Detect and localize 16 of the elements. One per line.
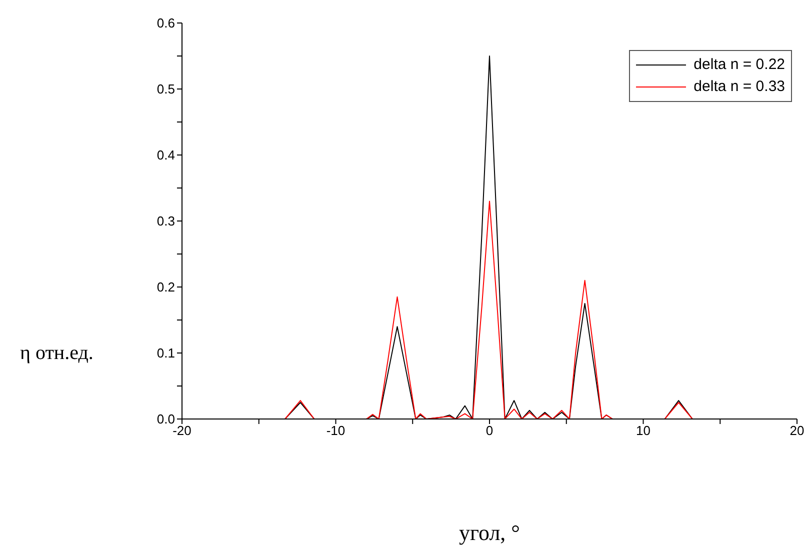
y-tick-label: 0.2 [156,280,175,295]
legend-label: delta n = 0.33 [694,77,785,97]
y-tick-label: 0.0 [156,412,175,427]
x-tick-label: -20 [172,423,192,438]
y-tick-label: 0.3 [156,214,175,229]
y-tick-label: 0.6 [156,16,175,31]
legend-label: delta n = 0.22 [694,55,785,75]
y-tick-label: 0.1 [156,346,175,361]
x-tick-label: 0 [486,423,494,438]
x-tick-label: -10 [326,423,346,438]
x-tick-label: 20 [790,423,804,438]
y-axis-title: η отн.ед. [20,342,94,365]
x-tick-label: 10 [636,423,650,438]
y-tick-label: 0.4 [156,148,175,163]
y-tick-label: 0.5 [156,82,175,97]
x-axis-title: угол, ° [458,520,521,546]
